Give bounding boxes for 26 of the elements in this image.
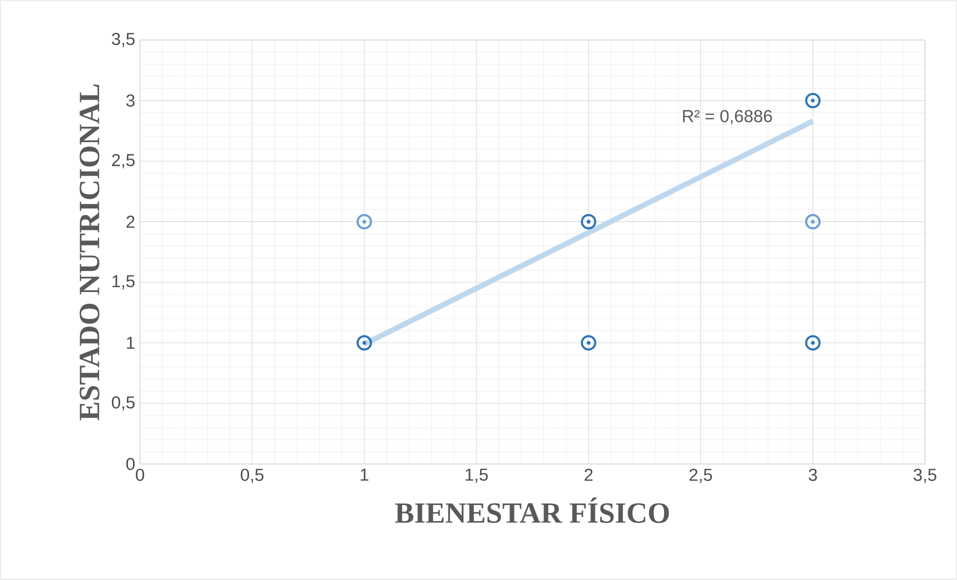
y-axis-title: ESTADO NUTRICIONAL <box>80 84 100 420</box>
x-tick-label: 1,5 <box>466 468 488 483</box>
y-tick-label: 2 <box>126 216 134 228</box>
y-tick-label: 0 <box>126 458 135 470</box>
annotation: R² = 0,6886 <box>683 110 772 124</box>
point <box>580 214 596 230</box>
point <box>805 92 821 108</box>
point <box>580 335 596 351</box>
x-tick-label: 3 <box>808 468 817 481</box>
x-tick-label: 0 <box>136 468 144 481</box>
x-axis-title: BIENESTAR FÍSICO <box>395 497 669 523</box>
x-tick-label: 1 <box>360 468 368 481</box>
y-tick-label: 0,5 <box>112 396 135 411</box>
point <box>356 335 372 351</box>
y-tick-label: 1 <box>126 336 134 349</box>
y-tick-label: 2,5 <box>112 154 135 168</box>
x-tick-label: 3,5 <box>914 468 936 484</box>
y-tick-label: 1,5 <box>112 275 135 290</box>
point <box>805 335 821 351</box>
point <box>805 214 821 230</box>
x-tick-label: 2 <box>584 468 593 481</box>
x-tick-label: 0,5 <box>240 468 264 484</box>
y-tick-label: 3,5 <box>112 32 135 48</box>
x-tick-label: 2,5 <box>690 468 712 484</box>
y-tick-label: 3 <box>126 94 135 107</box>
point <box>356 214 372 230</box>
